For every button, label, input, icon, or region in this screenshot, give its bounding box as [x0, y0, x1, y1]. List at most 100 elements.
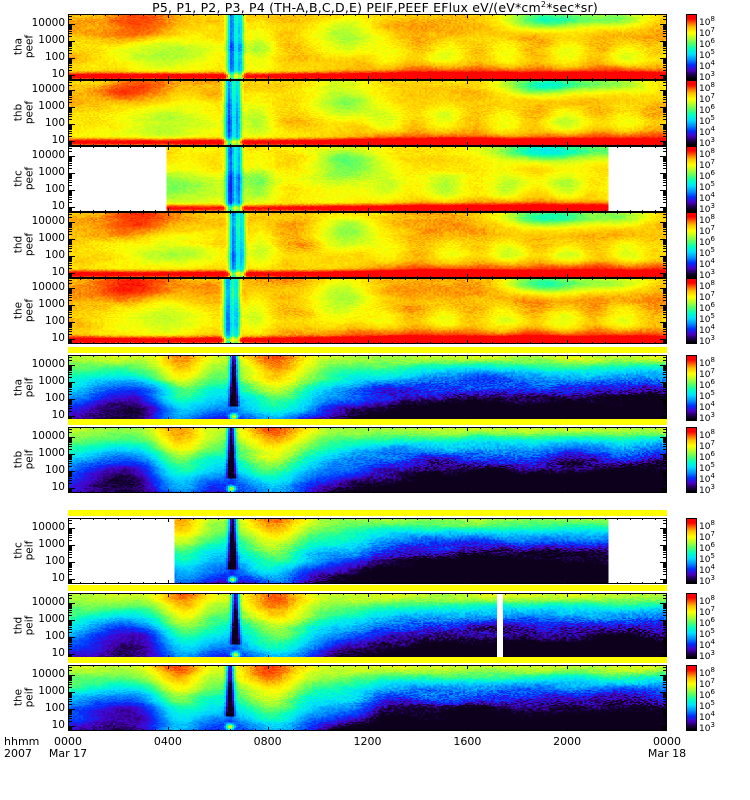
y-tick-label: 100: [44, 117, 65, 129]
y-tick-mark: [660, 365, 667, 366]
x-tick-mark-minor: [517, 593, 518, 595]
x-tick-mark-minor: [230, 665, 231, 667]
y-tick-mark-minor: [68, 472, 72, 473]
x-tick-mark-minor: [580, 355, 581, 357]
x-tick-mark-minor: [592, 78, 593, 80]
y-tick-mark-minor: [663, 94, 667, 95]
y-tick-mark-minor: [663, 261, 667, 262]
x-tick-mark-minor: [517, 144, 518, 146]
y-tick-mark-minor: [68, 314, 72, 315]
y-tick-mark-minor: [68, 176, 72, 177]
x-tick-mark-minor: [655, 518, 656, 520]
y-tick-mark-minor: [68, 258, 72, 259]
y-tick-mark: [68, 365, 75, 366]
x-tick-mark-minor: [143, 518, 144, 520]
x-tick-mark-minor: [492, 355, 493, 357]
x-tick-mark-minor: [205, 144, 206, 146]
panel-instrument-label: peif: [23, 449, 35, 470]
spectrogram-panel-thb-peif[interactable]: [68, 427, 667, 493]
x-tick-mark-minor: [93, 276, 94, 278]
y-tick-mark-minor: [663, 567, 667, 568]
y-tick-mark-minor: [68, 656, 72, 657]
x-tick-mark-minor: [80, 355, 81, 357]
x-tick-mark-minor: [243, 582, 244, 584]
x-tick-mark: [567, 146, 568, 150]
y-tick-mark-minor: [663, 260, 667, 261]
y-tick-label: 10: [51, 572, 65, 584]
x-tick-mark: [467, 427, 468, 431]
x-tick-mark-minor: [542, 491, 543, 493]
y-tick-mark: [68, 305, 75, 306]
x-tick-mark-minor: [355, 518, 356, 520]
x-tick-mark-minor: [392, 78, 393, 80]
spectrogram-panel-thd-peef[interactable]: [68, 212, 667, 278]
x-tick-label: 0800: [228, 736, 308, 748]
colorbar-tick-label: 106: [699, 616, 715, 629]
spectrogram-panel-thc-peef[interactable]: [68, 146, 667, 212]
x-tick-mark-minor: [243, 78, 244, 80]
colorbar-tick-label: 103: [699, 136, 715, 149]
y-tick-mark-minor: [663, 99, 667, 100]
y-tick-mark: [660, 620, 667, 621]
spectrogram-panel-tha-peif[interactable]: [68, 355, 667, 421]
x-tick-mark-minor: [530, 212, 531, 214]
x-tick-mark-minor: [580, 427, 581, 429]
x-tick-label: 1200: [328, 736, 408, 748]
y-tick-mark: [660, 339, 667, 340]
x-tick-mark-minor: [293, 342, 294, 344]
y-tick-mark-minor: [68, 728, 72, 729]
panel-separator-band: [68, 347, 667, 353]
y-tick-mark-minor: [663, 199, 667, 200]
y-tick-mark-minor: [663, 168, 667, 169]
x-tick-mark-minor: [642, 427, 643, 429]
y-tick-mark-minor: [663, 571, 667, 572]
x-tick-mark-minor: [455, 342, 456, 344]
x-tick-mark: [268, 142, 269, 146]
y-tick-mark-minor: [68, 295, 72, 296]
x-tick-mark-minor: [405, 355, 406, 357]
x-tick-mark-minor: [480, 144, 481, 146]
spectrogram-panel-thd-peif[interactable]: [68, 593, 667, 659]
colorbar-tick-label: 103: [699, 649, 715, 662]
y-tick-mark-minor: [663, 627, 667, 628]
x-tick-mark-minor: [555, 210, 556, 212]
y-tick-mark-minor: [68, 112, 72, 113]
x-tick-mark-minor: [118, 342, 119, 344]
x-tick-mark-minor: [105, 144, 106, 146]
y-tick-mark-minor: [663, 258, 667, 259]
y-tick-mark-minor: [68, 243, 72, 244]
y-tick-mark-minor: [68, 182, 72, 183]
y-tick-mark-minor: [68, 557, 72, 558]
x-tick-mark-minor: [530, 342, 531, 344]
x-tick-mark: [567, 427, 568, 431]
x-tick-mark: [268, 208, 269, 212]
spectrogram-panel-the-peef[interactable]: [68, 278, 667, 344]
y-tick-mark-minor: [663, 165, 667, 166]
y-tick-mark-minor: [68, 142, 72, 143]
y-tick-mark: [68, 273, 75, 274]
x-tick-mark-minor: [343, 665, 344, 667]
y-tick-mark-minor: [663, 300, 667, 301]
x-tick-mark-minor: [80, 78, 81, 80]
y-tick-mark-minor: [68, 312, 72, 313]
x-tick-mark-minor: [642, 146, 643, 148]
spectrogram-panel-thc-peif[interactable]: [68, 518, 667, 584]
spectrogram-panel-the-peif[interactable]: [68, 665, 667, 731]
y-tick-mark-minor: [663, 331, 667, 332]
y-tick-mark-minor: [68, 394, 72, 395]
x-tick-mark: [567, 212, 568, 216]
x-tick-mark-minor: [592, 665, 593, 667]
x-tick-mark-minor: [380, 144, 381, 146]
x-tick-mark-minor: [80, 582, 81, 584]
x-tick-mark-minor: [455, 355, 456, 357]
x-tick-mark-minor: [392, 210, 393, 212]
spectrogram-panel-tha-peef[interactable]: [68, 14, 667, 80]
x-tick-mark-minor: [205, 146, 206, 148]
y-tick-mark-minor: [68, 548, 72, 549]
y-tick-mark-minor: [68, 192, 72, 193]
y-tick-mark-minor: [663, 36, 667, 37]
y-tick-mark-minor: [663, 604, 667, 605]
panel-instrument-label: peef: [23, 166, 35, 191]
spectrogram-panel-thb-peef[interactable]: [68, 80, 667, 146]
y-tick-mark-minor: [663, 19, 667, 20]
